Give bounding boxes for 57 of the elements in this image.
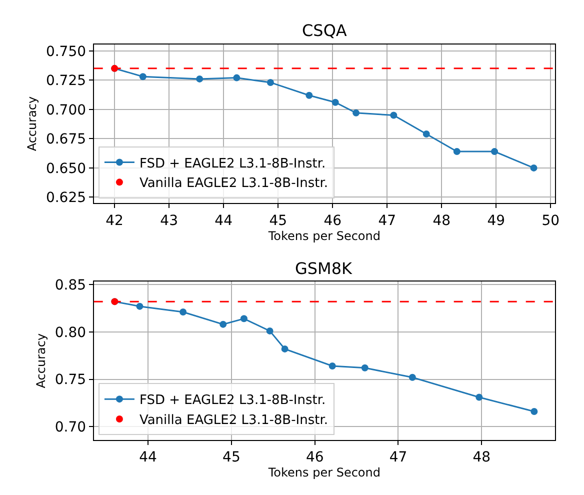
point xyxy=(240,315,248,322)
point xyxy=(491,148,498,156)
chart-title: GSM8K xyxy=(295,259,353,278)
point xyxy=(332,98,339,106)
y-tick-label: 0.85 xyxy=(54,277,86,294)
point xyxy=(180,308,187,316)
point xyxy=(139,73,146,80)
legend-label: Vanilla EAGLE2 L3.1-8B-Instr. xyxy=(139,413,328,428)
x-tick-label: 42 xyxy=(106,212,124,229)
point xyxy=(196,75,204,82)
y-tick-label: 0.75 xyxy=(54,372,86,388)
y-axis-title: Accuracy xyxy=(25,96,40,152)
point xyxy=(361,364,368,372)
point xyxy=(233,74,240,82)
x-tick-label: 49 xyxy=(487,212,506,229)
x-tick-label: 50 xyxy=(542,212,560,229)
point xyxy=(390,112,398,119)
x-axis-title: Tokens per Second xyxy=(267,466,380,480)
x-tick-label: 46 xyxy=(306,450,324,466)
y-tick-label: 0.750 xyxy=(46,44,86,60)
y-tick-label: 0.80 xyxy=(54,324,86,341)
point xyxy=(266,327,274,334)
y-tick-label: 0.675 xyxy=(46,132,86,148)
point xyxy=(136,302,144,310)
point xyxy=(352,109,360,116)
legend-label: FSD + EAGLE2 L3.1-8B-Instr. xyxy=(139,156,326,172)
point xyxy=(281,345,288,352)
legend-label: FSD + EAGLE2 L3.1-8B-Instr. xyxy=(139,393,326,408)
point xyxy=(530,408,538,415)
x-tick-label: 44 xyxy=(139,450,158,466)
x-axis-title: Tokens per Second xyxy=(267,228,380,243)
point xyxy=(220,320,227,328)
point xyxy=(476,394,483,401)
chart-title: CSQA xyxy=(302,21,347,40)
point xyxy=(453,148,460,156)
x-tick-label: 43 xyxy=(160,212,178,229)
x-tick-label: 47 xyxy=(378,212,396,229)
y-tick-label: 0.625 xyxy=(46,190,86,206)
legend-label: Vanilla EAGLE2 L3.1-8B-Instr. xyxy=(139,176,328,192)
x-tick-label: 46 xyxy=(324,212,342,229)
point xyxy=(328,362,336,370)
point xyxy=(422,130,430,138)
y-tick-label: 0.725 xyxy=(46,73,86,90)
x-tick-label: 45 xyxy=(269,212,288,229)
y-tick-label: 0.700 xyxy=(46,102,86,118)
point xyxy=(530,164,538,172)
x-tick-label: 48 xyxy=(432,212,451,229)
x-tick-label: 44 xyxy=(214,212,233,229)
y-axis-title: Accuracy xyxy=(34,333,48,388)
x-tick-label: 48 xyxy=(472,450,491,466)
y-tick-label: 0.650 xyxy=(46,160,86,177)
point xyxy=(266,78,274,86)
point xyxy=(408,374,416,381)
point xyxy=(306,92,313,99)
y-tick-label: 0.70 xyxy=(54,420,86,436)
x-tick-label: 45 xyxy=(222,450,240,466)
x-tick-label: 47 xyxy=(389,450,408,466)
